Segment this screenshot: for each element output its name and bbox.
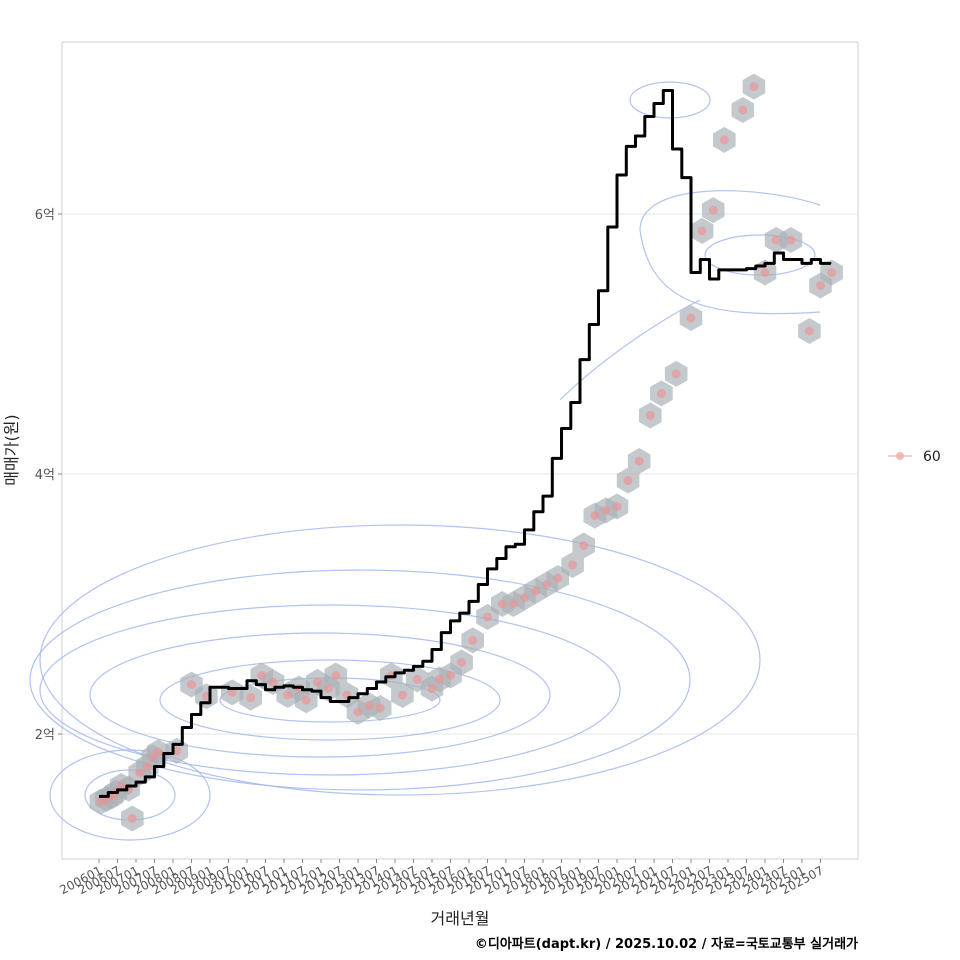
data-point — [612, 502, 622, 511]
moving-average-line — [99, 89, 832, 798]
data-point — [786, 235, 796, 245]
data-point — [749, 82, 759, 92]
data-point — [760, 268, 770, 277]
legend-point — [896, 452, 904, 460]
contour-path — [559, 299, 701, 401]
data-point — [671, 369, 681, 379]
contour-ring — [629, 81, 711, 119]
data-point — [312, 677, 322, 687]
data-point — [623, 476, 633, 485]
data-point — [301, 695, 311, 705]
data-point — [331, 671, 341, 680]
data-point — [427, 684, 437, 693]
data-point — [531, 586, 541, 596]
data-point — [738, 105, 748, 115]
density-contours — [29, 81, 821, 841]
data-point — [645, 411, 655, 420]
data-point — [434, 674, 444, 684]
contour-ring — [49, 749, 211, 841]
data-point — [397, 690, 407, 700]
data-point — [816, 281, 825, 290]
data-point — [520, 593, 529, 602]
contour-path — [639, 190, 821, 315]
contour-ring — [89, 632, 551, 758]
data-point — [497, 599, 507, 609]
data-point — [686, 313, 696, 323]
contour-ring — [39, 524, 761, 796]
data-point — [656, 388, 666, 398]
data-point — [246, 693, 256, 703]
data-point — [127, 814, 137, 823]
data-point — [227, 687, 237, 697]
data-point — [483, 612, 492, 622]
y-tick-label: 4억 — [35, 468, 55, 483]
data-point — [708, 205, 718, 215]
data-point — [542, 580, 552, 589]
y-tick-label: 2억 — [35, 728, 55, 743]
x-axis-ticks: 2006012006072007012007072008012008072009… — [57, 859, 826, 897]
data-point — [187, 680, 196, 690]
caption: ©디아파트(dapt.kr) / 2025.10.02 / 자료=국토교통부 실… — [475, 936, 858, 952]
data-point — [590, 511, 600, 521]
y-tick-label: 6억 — [35, 208, 55, 223]
data-point — [508, 599, 518, 609]
y-axis-title: 매매가(원) — [2, 414, 21, 485]
contour-ring — [159, 659, 501, 741]
data-point — [257, 671, 267, 680]
data-point — [553, 573, 563, 583]
grid-lines — [62, 213, 858, 735]
data-point — [153, 747, 163, 757]
data-point — [468, 635, 478, 645]
data-point — [719, 135, 729, 145]
data-point — [116, 781, 126, 791]
y-axis-ticks: 2억 4억 6억 — [35, 208, 62, 743]
data-point — [375, 703, 385, 713]
data-point — [579, 541, 589, 550]
data-point — [804, 326, 814, 336]
moving-average-path — [99, 89, 832, 798]
data-point — [568, 560, 578, 570]
data-point — [268, 677, 278, 687]
data-point — [135, 768, 145, 778]
data-point — [323, 684, 333, 693]
data-point — [446, 671, 455, 680]
contour-ring — [39, 604, 621, 776]
plot-panel — [61, 41, 859, 860]
legend: 60 — [888, 449, 941, 465]
data-point — [142, 762, 152, 771]
x-axis-title: 거래년월 — [431, 909, 490, 928]
data-point — [697, 226, 707, 236]
legend-label: 60 — [923, 449, 941, 465]
data-point — [634, 456, 644, 466]
data-point — [457, 658, 467, 667]
data-point — [827, 268, 837, 277]
data-point — [364, 700, 374, 710]
data-point — [353, 707, 363, 717]
contour-ring — [29, 569, 691, 791]
data-point — [771, 235, 781, 245]
data-point — [412, 674, 422, 684]
data-point — [283, 690, 293, 700]
data-point — [601, 505, 611, 515]
